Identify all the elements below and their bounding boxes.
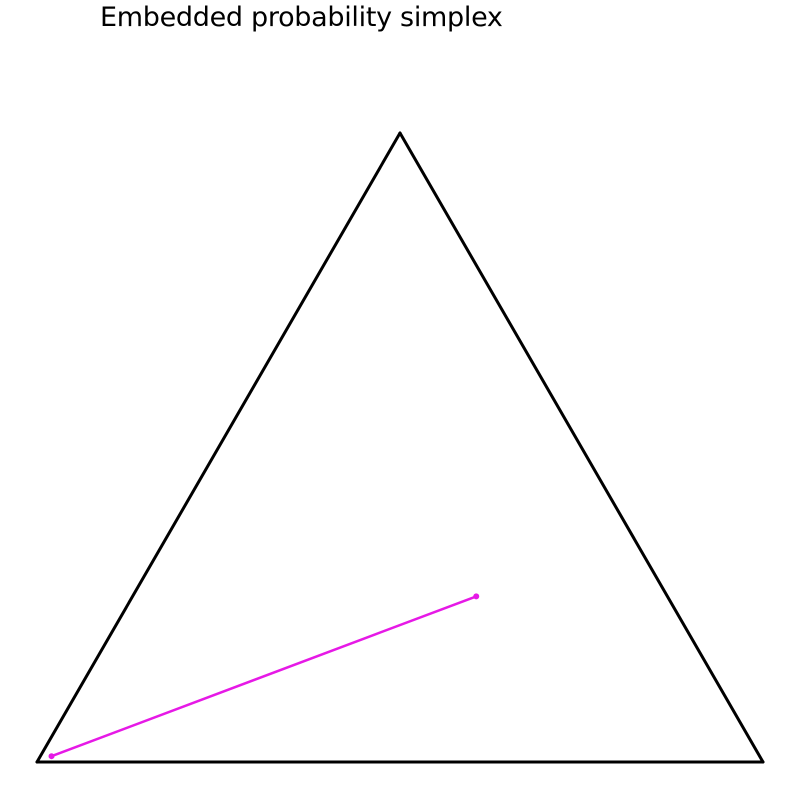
simplex-edge-left (35, 131, 402, 764)
series-point-0-1 (473, 593, 480, 600)
chart-title: Embedded probability simplex (100, 2, 503, 33)
series-point-0-0 (48, 753, 55, 760)
series-layer (48, 593, 480, 760)
simplex-edge-right (398, 131, 765, 764)
series-line-0 (51, 595, 477, 758)
simplex-layer (35, 131, 765, 764)
